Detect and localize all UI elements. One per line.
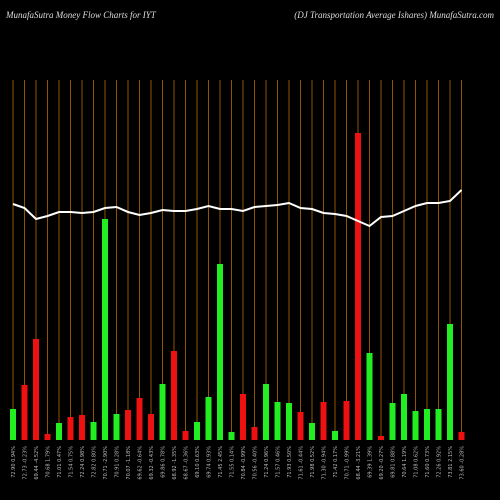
bar — [56, 423, 62, 440]
chart-title: MunafaSutra Money Flow Charts for IYT — [5, 10, 157, 20]
bar — [447, 324, 453, 440]
bar — [389, 403, 396, 440]
x-tick-label: 70.64 1.19% — [402, 446, 408, 478]
x-tick-label: 71.42 0.17% — [333, 446, 339, 478]
bar — [194, 422, 200, 440]
x-tick-label: 71.08 0.62% — [414, 446, 420, 478]
x-tick-label: 70.56 -0.40% — [253, 446, 259, 480]
x-tick-label: 71.54 0.75% — [69, 446, 75, 478]
bar — [228, 432, 235, 440]
x-tick-label: 71.60 0.73% — [425, 446, 431, 478]
bar — [102, 219, 108, 440]
x-tick-label: 71.55 0.14% — [230, 446, 236, 478]
bar — [33, 339, 39, 440]
bar — [148, 414, 154, 440]
x-tick-label: 72.26 0.92% — [437, 446, 443, 478]
x-tick-label: 71.98 0.52% — [310, 446, 316, 478]
x-tick-label: 69.74 0.93% — [207, 446, 213, 478]
bar — [309, 423, 315, 440]
bar — [21, 385, 28, 440]
bar — [251, 427, 258, 440]
x-tick-label: 69.86 0.78% — [161, 446, 167, 478]
bar — [332, 431, 338, 440]
bar — [125, 410, 131, 440]
x-tick-label: 68.92 -1.35% — [172, 446, 178, 480]
x-tick-label: 71.57 0.46% — [276, 446, 282, 478]
money-flow-line — [12, 189, 463, 228]
x-tick-label: 68.44 -3.21% — [356, 446, 362, 480]
x-tick-label: 70.68 1.79% — [46, 446, 52, 478]
bar — [159, 384, 166, 440]
x-tick-label: 72.24 0.98% — [80, 446, 86, 478]
x-tick-label: 69.44 -4.52% — [34, 446, 40, 480]
x-tick-label: 69.62 -0.64% — [138, 446, 144, 480]
bar — [435, 409, 442, 440]
chart-subtitle: (DJ Transportation Average Ishares) Muna… — [294, 10, 494, 20]
x-tick-label: 72.90 0.94% — [11, 446, 17, 478]
x-tick-label: 71.45 2.45% — [218, 446, 224, 478]
x-tick-label: 68.67 -0.36% — [184, 446, 190, 480]
x-tick-label: 72.73 -0.23% — [23, 446, 29, 480]
bar — [44, 434, 51, 440]
bar — [79, 415, 85, 440]
bar — [217, 264, 223, 440]
bar — [10, 409, 16, 440]
bar — [274, 402, 281, 440]
bar — [286, 403, 292, 440]
x-tick-label: 69.81 0.88% — [391, 446, 397, 478]
bar — [136, 398, 143, 440]
x-tick-label: 73.60 -0.28% — [460, 446, 466, 480]
x-tick-label: 69.20 -0.27% — [379, 446, 385, 480]
x-tick-label: 71.30 -0.94% — [322, 446, 328, 480]
x-tick-label: 70.71 -2.90% — [103, 446, 109, 480]
bar — [182, 431, 189, 440]
bar — [458, 432, 465, 440]
bar — [205, 397, 212, 440]
bar — [424, 409, 430, 440]
x-tick-label: 69.39 1.39% — [368, 446, 374, 478]
x-tick-label: 71.61 -0.44% — [299, 446, 305, 480]
bar — [412, 411, 419, 440]
x-tick-label: 73.81 2.15% — [448, 446, 454, 478]
x-tick-label: 70.91 0.28% — [115, 446, 121, 478]
x-tick-label: 72.82 0.80% — [92, 446, 98, 478]
bar — [171, 351, 177, 440]
bar — [401, 394, 407, 440]
bar — [67, 417, 74, 440]
x-tick-label: 70.84 -0.99% — [241, 446, 247, 480]
x-tick-label: 70.71 -0.99% — [345, 446, 351, 480]
bar — [355, 133, 361, 440]
bar — [240, 394, 246, 440]
bar — [297, 412, 304, 440]
x-tick-label: 71.24 0.96% — [264, 446, 270, 478]
bar — [378, 436, 384, 440]
bar — [366, 353, 373, 440]
bar — [320, 402, 327, 440]
x-tick-label: 71.93 0.50% — [287, 446, 293, 478]
x-tick-label: 71.01 0.47% — [57, 446, 63, 478]
x-tick-label: 70.07 -1.18% — [126, 446, 132, 480]
x-tick-label: 69.10 0.63% — [195, 446, 201, 478]
bar — [263, 384, 269, 440]
bar — [90, 422, 97, 440]
bar — [113, 414, 120, 440]
bar — [343, 401, 350, 440]
x-tick-label: 69.32 -0.43% — [149, 446, 155, 480]
